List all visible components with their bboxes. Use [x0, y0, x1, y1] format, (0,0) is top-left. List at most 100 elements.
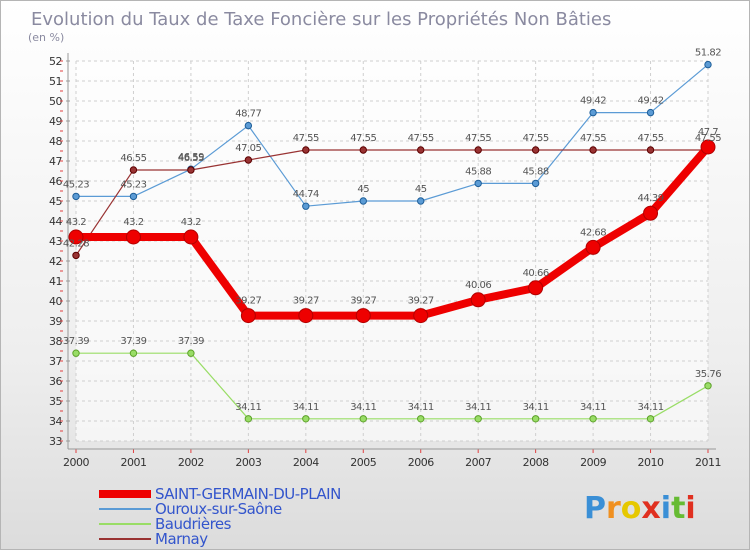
data-point [589, 415, 597, 423]
data-point [187, 349, 195, 357]
data-label: 49.42 [580, 96, 606, 107]
x-tick-label: 2010 [638, 456, 664, 469]
legend-label: Marnay [155, 530, 208, 548]
data-point [240, 308, 256, 324]
data-label: 47.55 [293, 133, 319, 144]
data-point [700, 139, 716, 155]
data-label: 37.39 [63, 336, 89, 347]
data-point [646, 146, 655, 154]
data-point [643, 205, 659, 221]
data-label: 47.55 [637, 133, 663, 144]
data-point [585, 239, 601, 255]
data-label: 46.59 [178, 152, 204, 163]
data-label: 37.39 [178, 336, 204, 347]
data-point [474, 146, 482, 154]
data-label: 39.27 [235, 296, 261, 307]
data-label: 34.11 [637, 402, 663, 413]
series-line [76, 144, 712, 320]
x-tick-label: 2005 [350, 456, 376, 469]
data-point [589, 146, 597, 154]
data-point [244, 415, 253, 423]
data-point [72, 192, 80, 201]
data-label: 42.68 [580, 227, 606, 238]
data-point [413, 308, 429, 324]
y-tick-label: 43 [49, 235, 62, 248]
x-tick-label: 2004 [293, 456, 319, 469]
data-point [359, 197, 367, 205]
data-point [183, 229, 199, 245]
data-point [528, 280, 544, 296]
data-point [244, 121, 253, 130]
data-label: 34.11 [235, 402, 261, 413]
x-tick-label: 2000 [63, 456, 89, 469]
logo-letter: i [661, 491, 671, 526]
data-label: 45 [415, 184, 427, 195]
y-tick-label: 45 [49, 195, 62, 208]
data-point [589, 108, 597, 117]
data-label: 40.06 [465, 280, 491, 291]
data-point [68, 229, 84, 245]
data-point [302, 202, 310, 210]
y-tick-label: 52 [49, 55, 62, 68]
data-point [72, 251, 80, 260]
data-point [359, 146, 367, 154]
x-tick-label: 2011 [695, 456, 721, 469]
y-tick-label: 35 [49, 395, 62, 408]
data-point [646, 415, 655, 423]
data-label: 37.39 [120, 336, 146, 347]
data-point [531, 179, 540, 188]
y-tick-label: 46 [49, 175, 62, 188]
data-point [187, 166, 195, 174]
y-tick-label: 34 [49, 415, 62, 428]
data-point [129, 349, 138, 357]
series-line [76, 352, 709, 420]
data-point [298, 308, 314, 324]
data-label: 34.11 [580, 402, 606, 413]
data-point [474, 415, 482, 423]
data-point [72, 349, 80, 357]
data-label: 47.7 [698, 127, 718, 138]
y-tick-label: 44 [49, 215, 62, 228]
plot-area [76, 61, 708, 441]
data-point [417, 146, 425, 154]
data-label: 34.11 [523, 402, 549, 413]
data-label: 51.82 [695, 48, 721, 59]
y-tick-label: 39 [49, 315, 62, 328]
data-label: 39.27 [293, 296, 319, 307]
data-point [302, 146, 310, 154]
data-label: 44.39 [637, 193, 663, 204]
chart-title: Evolution du Taux de Taxe Foncière sur l… [31, 9, 611, 30]
legend-label: Ouroux-sur-Saône [155, 500, 282, 518]
data-label: 39.27 [408, 296, 434, 307]
data-point [244, 156, 253, 164]
logo-letter: x [641, 491, 660, 526]
data-label: 47.05 [235, 143, 261, 154]
chart-subtitle: (en %) [28, 31, 64, 44]
data-label: 45.88 [523, 166, 549, 177]
data-point [704, 382, 712, 390]
data-label: 47.55 [695, 133, 721, 144]
data-point [704, 60, 712, 69]
data-label: 48.77 [235, 109, 261, 120]
y-tick-label: 33 [49, 435, 62, 448]
data-point [125, 229, 141, 245]
logo-letter: i [685, 491, 695, 526]
data-label: 42.28 [63, 238, 89, 249]
x-tick-label: 2001 [120, 456, 146, 469]
data-point [129, 166, 138, 174]
data-label: 45 [357, 184, 369, 195]
data-point [417, 197, 425, 205]
data-label: 46.55 [178, 153, 204, 164]
data-point [531, 415, 540, 423]
series-line [76, 64, 709, 207]
x-tick-label: 2009 [580, 456, 606, 469]
logo-letter: P [584, 491, 606, 526]
data-label: 34.11 [465, 402, 491, 413]
data-label: 44.74 [293, 189, 319, 200]
data-label: 34.11 [293, 402, 319, 413]
data-label: 47.55 [523, 133, 549, 144]
data-label: 47.55 [580, 133, 606, 144]
data-label: 43.2 [181, 217, 201, 228]
legend-label: Baudrières [155, 515, 232, 533]
